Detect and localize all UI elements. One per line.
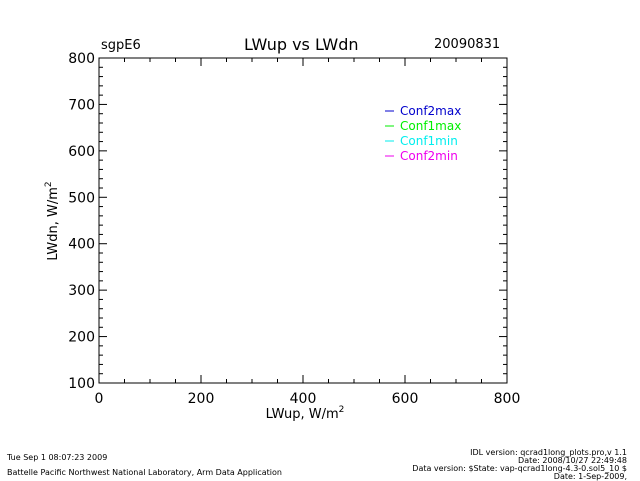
site-label: sgpE6 (101, 38, 141, 53)
legend-label: Conf1min (400, 134, 458, 148)
y-tick-label: 500 (68, 190, 95, 206)
legend-label: Conf2min (400, 149, 458, 163)
footer-idl-version: IDL version: qcrad1long_plots.pro,v 1.1 (470, 448, 627, 457)
x-tick-label: 200 (188, 391, 215, 407)
y-tick-label: 100 (68, 376, 95, 392)
footer-run-date: Date: 1-Sep-2009, (553, 472, 627, 481)
footer-version-date: Date: 2008/10/27 22:49:48 (518, 456, 627, 465)
legend-label: Conf2max (400, 104, 461, 118)
x-axis-ticks: 0 200 400 600 800 (95, 58, 521, 407)
legend-label: Conf1max (400, 119, 461, 133)
footer-organization: Battelle Pacific Northwest National Labo… (7, 468, 282, 477)
y-tick-label: 700 (68, 97, 95, 113)
y-tick-label: 300 (68, 283, 95, 299)
chart-title: LWup vs LWdn (244, 35, 359, 54)
footer-timestamp: Tue Sep 1 08:07:23 2009 (7, 453, 108, 462)
x-tick-label: 800 (494, 391, 521, 407)
footer-data-version: Data version: $State: vap-qcrad1long-4.3… (412, 464, 627, 473)
x-tick-label: 0 (95, 391, 104, 407)
y-tick-label: 800 (68, 51, 95, 67)
x-tick-label: 600 (392, 391, 419, 407)
y-tick-label: 400 (68, 237, 95, 253)
y-axis-ticks: 100 200 300 400 500 600 700 800 (68, 51, 507, 392)
x-axis-label: LWup, W/m2 (266, 405, 345, 422)
y-axis-label: LWdn, W/m2 (44, 181, 61, 260)
y-tick-label: 200 (68, 330, 95, 346)
y-tick-label: 600 (68, 144, 95, 160)
x-tick-label: 400 (290, 391, 317, 407)
date-label: 20090831 (434, 37, 501, 52)
